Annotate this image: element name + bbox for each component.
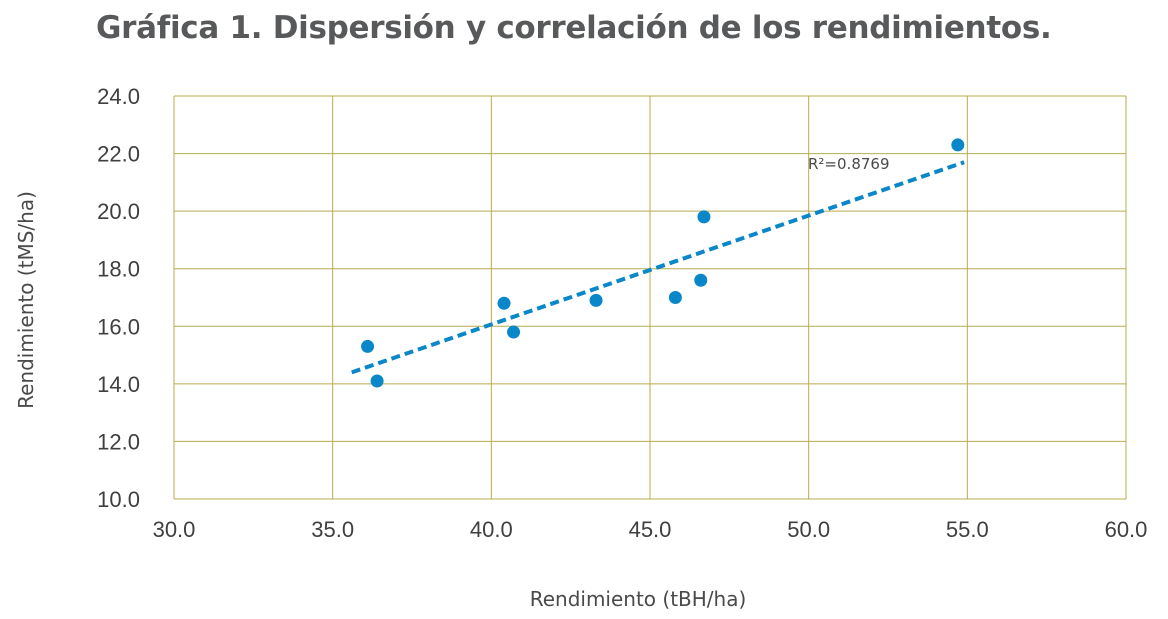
x-tick-label: 30.0 bbox=[153, 517, 196, 542]
r-squared-annotation: R²=0.8769 bbox=[808, 155, 890, 173]
data-point bbox=[497, 296, 511, 310]
y-axis-ticks: 10.0 12.0 14.0 16.0 18.0 20.0 22.0 24.0 bbox=[97, 84, 140, 512]
x-axis-ticks: 30.0 35.0 40.0 45.0 50.0 55.0 60.0 bbox=[153, 517, 1148, 542]
points-layer bbox=[361, 138, 965, 388]
x-tick-label: 40.0 bbox=[470, 517, 513, 542]
x-tick-label: 50.0 bbox=[787, 517, 830, 542]
data-point bbox=[361, 339, 375, 353]
y-tick-label: 22.0 bbox=[97, 142, 140, 167]
grid bbox=[173, 95, 1127, 500]
data-point bbox=[370, 374, 384, 388]
y-tick-label: 24.0 bbox=[97, 84, 140, 109]
x-tick-label: 35.0 bbox=[311, 517, 354, 542]
x-axis-title: Rendimiento (tBH/ha) bbox=[530, 587, 747, 611]
y-tick-label: 18.0 bbox=[97, 257, 140, 282]
y-tick-label: 10.0 bbox=[97, 487, 140, 512]
y-axis-title: Rendimiento (tMS/ha) bbox=[14, 191, 38, 409]
trendline bbox=[351, 160, 965, 375]
data-point bbox=[697, 210, 711, 224]
data-point bbox=[694, 273, 708, 287]
chart-title: Gráfica 1. Dispersión y correlación de l… bbox=[96, 10, 1052, 46]
x-tick-label: 55.0 bbox=[946, 517, 989, 542]
y-tick-label: 20.0 bbox=[97, 199, 140, 224]
x-tick-label: 45.0 bbox=[629, 517, 672, 542]
y-tick-label: 14.0 bbox=[97, 372, 140, 397]
trendline-layer bbox=[351, 160, 965, 375]
data-point bbox=[668, 291, 682, 304]
data-point bbox=[507, 325, 521, 339]
y-tick-label: 12.0 bbox=[97, 429, 140, 454]
data-point bbox=[951, 138, 965, 152]
data-point bbox=[589, 293, 603, 307]
x-tick-label: 60.0 bbox=[1105, 517, 1148, 542]
y-tick-label: 16.0 bbox=[97, 314, 140, 339]
